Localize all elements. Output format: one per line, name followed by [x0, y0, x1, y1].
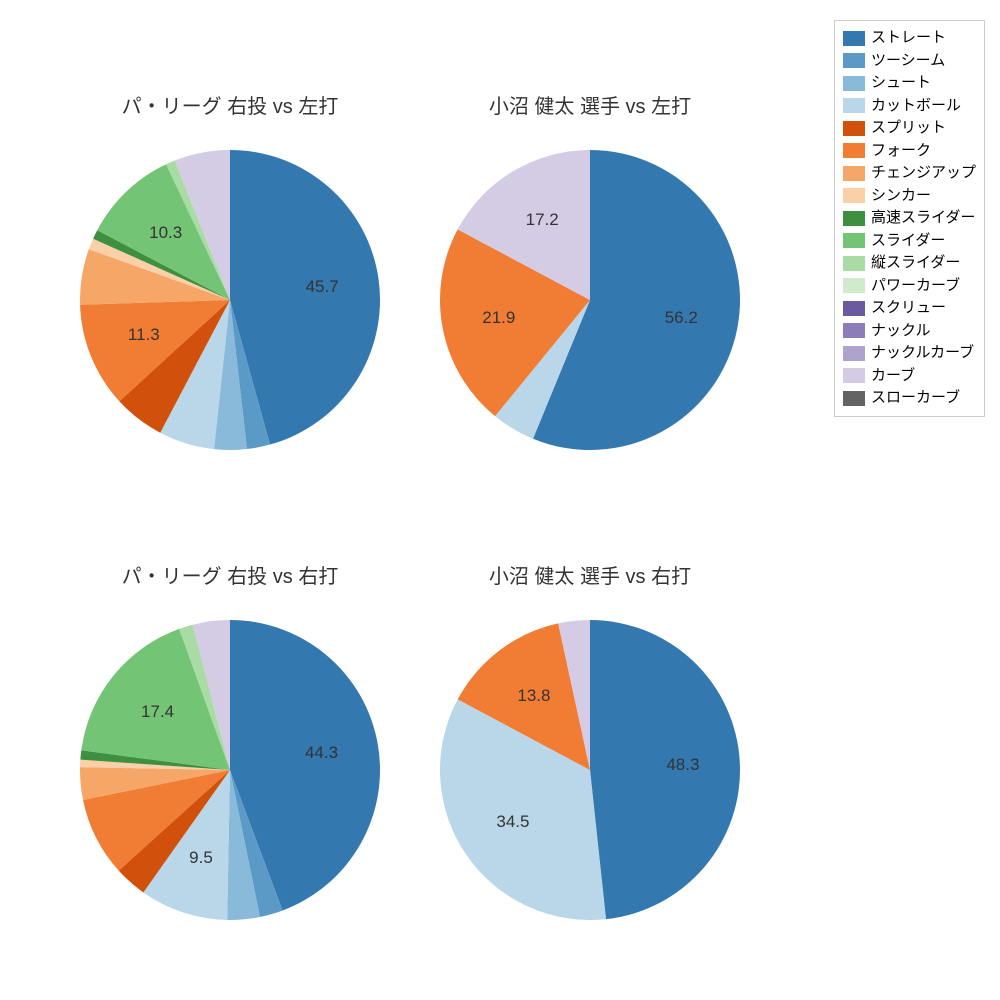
- legend-swatch: [843, 98, 865, 113]
- legend-label: カーブ: [871, 365, 915, 388]
- legend-swatch: [843, 391, 865, 406]
- legend-label: スクリュー: [871, 297, 946, 320]
- chart-container: ストレートツーシームシュートカットボールスプリットフォークチェンジアップシンカー…: [0, 0, 1000, 1000]
- subplot-title: パ・リーグ 右投 vs 右打: [60, 560, 400, 589]
- legend-swatch: [843, 188, 865, 203]
- legend-item: カットボール: [843, 95, 976, 118]
- legend-label: ナックル: [871, 320, 931, 343]
- legend-swatch: [843, 233, 865, 248]
- legend-swatch: [843, 301, 865, 316]
- legend-swatch: [843, 76, 865, 91]
- legend-swatch: [843, 323, 865, 338]
- pie-slice-label: 48.3: [666, 755, 699, 775]
- legend-label: ツーシーム: [871, 50, 945, 73]
- pie-slice-label: 17.4: [141, 702, 174, 722]
- pie: 44.3 9.5 17.4: [80, 620, 380, 920]
- subplot-tl: パ・リーグ 右投 vs 左打 45.7 11.3 10.3: [60, 90, 400, 510]
- pie-slice-label: 21.9: [482, 308, 515, 328]
- pie-slice-label: 34.5: [496, 812, 529, 832]
- legend-swatch: [843, 368, 865, 383]
- pie-slice-label: 17.2: [526, 210, 559, 230]
- legend-item: 縦スライダー: [843, 252, 976, 275]
- pie: 45.7 11.3 10.3: [80, 150, 380, 450]
- subplot-title: パ・リーグ 右投 vs 左打: [60, 90, 400, 119]
- legend-item: シンカー: [843, 185, 976, 208]
- legend-item: ナックルカーブ: [843, 342, 976, 365]
- legend-swatch: [843, 256, 865, 271]
- pie-slice-label: 10.3: [149, 223, 182, 243]
- legend-item: スクリュー: [843, 297, 976, 320]
- legend-item: カーブ: [843, 365, 976, 388]
- legend-label: フォーク: [871, 140, 931, 163]
- pie: 48.3 34.5 13.8: [440, 620, 740, 920]
- legend-swatch: [843, 211, 865, 226]
- subplot-bl: パ・リーグ 右投 vs 右打 44.3 9.5 17.4: [60, 560, 400, 980]
- legend-item: ストレート: [843, 27, 976, 50]
- legend-item: フォーク: [843, 140, 976, 163]
- pie-slice-label: 13.8: [517, 686, 550, 706]
- legend-item: スライダー: [843, 230, 976, 253]
- pie-slice-label: 56.2: [665, 308, 698, 328]
- legend-swatch: [843, 346, 865, 361]
- legend-swatch: [843, 278, 865, 293]
- legend-label: 高速スライダー: [871, 207, 975, 230]
- legend-item: スプリット: [843, 117, 976, 140]
- legend-label: ナックルカーブ: [871, 342, 974, 365]
- legend-label: 縦スライダー: [871, 252, 960, 275]
- pie-slice-label: 11.3: [128, 325, 160, 345]
- legend-swatch: [843, 121, 865, 136]
- pie-slice-label: 45.7: [306, 277, 339, 297]
- legend-label: パワーカーブ: [871, 275, 960, 298]
- legend-label: スライダー: [871, 230, 945, 253]
- legend-label: スローカーブ: [871, 387, 960, 410]
- legend-item: ナックル: [843, 320, 976, 343]
- subplot-title: 小沼 健太 選手 vs 左打: [420, 90, 760, 119]
- legend-item: パワーカーブ: [843, 275, 976, 298]
- legend-item: スローカーブ: [843, 387, 976, 410]
- legend-swatch: [843, 53, 865, 68]
- legend-item: チェンジアップ: [843, 162, 976, 185]
- legend-label: シュート: [871, 72, 931, 95]
- pie-slice-label: 9.5: [189, 848, 213, 868]
- subplot-tr: 小沼 健太 選手 vs 左打 56.2 21.9 17.2: [420, 90, 760, 510]
- pie: 56.2 21.9 17.2: [440, 150, 740, 450]
- legend-label: シンカー: [871, 185, 931, 208]
- legend-swatch: [843, 31, 865, 46]
- subplot-br: 小沼 健太 選手 vs 右打 48.3 34.5 13.8: [420, 560, 760, 980]
- pie-slice-label: 44.3: [305, 743, 338, 763]
- legend-item: ツーシーム: [843, 50, 976, 73]
- legend-label: チェンジアップ: [871, 162, 976, 185]
- legend-item: 高速スライダー: [843, 207, 976, 230]
- legend-item: シュート: [843, 72, 976, 95]
- pie-slice-straight: [590, 620, 740, 919]
- legend-swatch: [843, 166, 865, 181]
- legend-swatch: [843, 143, 865, 158]
- legend: ストレートツーシームシュートカットボールスプリットフォークチェンジアップシンカー…: [834, 20, 985, 417]
- subplot-title: 小沼 健太 選手 vs 右打: [420, 560, 760, 589]
- legend-label: スプリット: [871, 117, 946, 140]
- legend-label: カットボール: [871, 95, 961, 118]
- legend-label: ストレート: [871, 27, 946, 50]
